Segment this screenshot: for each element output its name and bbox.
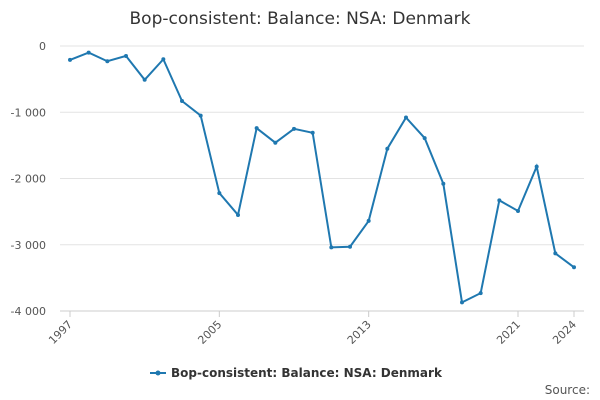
x-tick-label: 2013 xyxy=(345,318,374,347)
data-point xyxy=(516,208,520,213)
data-point xyxy=(310,130,315,135)
data-point xyxy=(329,245,334,250)
data-point xyxy=(254,126,259,131)
x-tick-label: 2005 xyxy=(195,318,224,347)
legend-marker xyxy=(155,370,161,376)
data-point xyxy=(236,212,240,217)
data-point xyxy=(217,191,222,196)
data-point xyxy=(198,113,203,118)
data-point xyxy=(441,181,446,186)
x-tick-label: 1997 xyxy=(46,318,75,347)
data-point xyxy=(422,136,427,141)
data-point xyxy=(86,50,91,55)
y-tick-label: -3 000 xyxy=(11,239,46,252)
data-point xyxy=(534,164,539,169)
x-tick-label: 2021 xyxy=(494,318,523,347)
data-line xyxy=(69,51,575,304)
data-point xyxy=(124,53,128,58)
data-point xyxy=(68,57,72,62)
data-point xyxy=(497,198,502,203)
y-tick-label: -1 000 xyxy=(11,106,46,119)
legend-label: Bop-consistent: Balance: NSA: Denmark xyxy=(171,366,443,380)
data-point xyxy=(366,218,371,223)
data-point xyxy=(180,98,184,103)
data-point xyxy=(105,59,110,64)
data-point xyxy=(478,291,483,296)
x-tick-label: 2024 xyxy=(550,318,579,347)
source: Source: xyxy=(545,383,590,397)
data-point xyxy=(404,115,408,120)
y-tick-label: -2 000 xyxy=(11,173,46,186)
data-point xyxy=(385,146,390,151)
data-point xyxy=(572,265,576,270)
chart-title: Bop-consistent: Balance: NSA: Denmark xyxy=(130,9,471,29)
data-point xyxy=(161,57,166,62)
data-point xyxy=(460,300,464,305)
y-tick-label: 0 xyxy=(39,40,46,53)
data-point xyxy=(292,126,296,131)
data-point xyxy=(348,244,352,249)
y-tick-label: -4 000 xyxy=(11,305,46,318)
data-point xyxy=(142,77,147,82)
data-point xyxy=(273,140,278,145)
data-point xyxy=(553,251,558,256)
